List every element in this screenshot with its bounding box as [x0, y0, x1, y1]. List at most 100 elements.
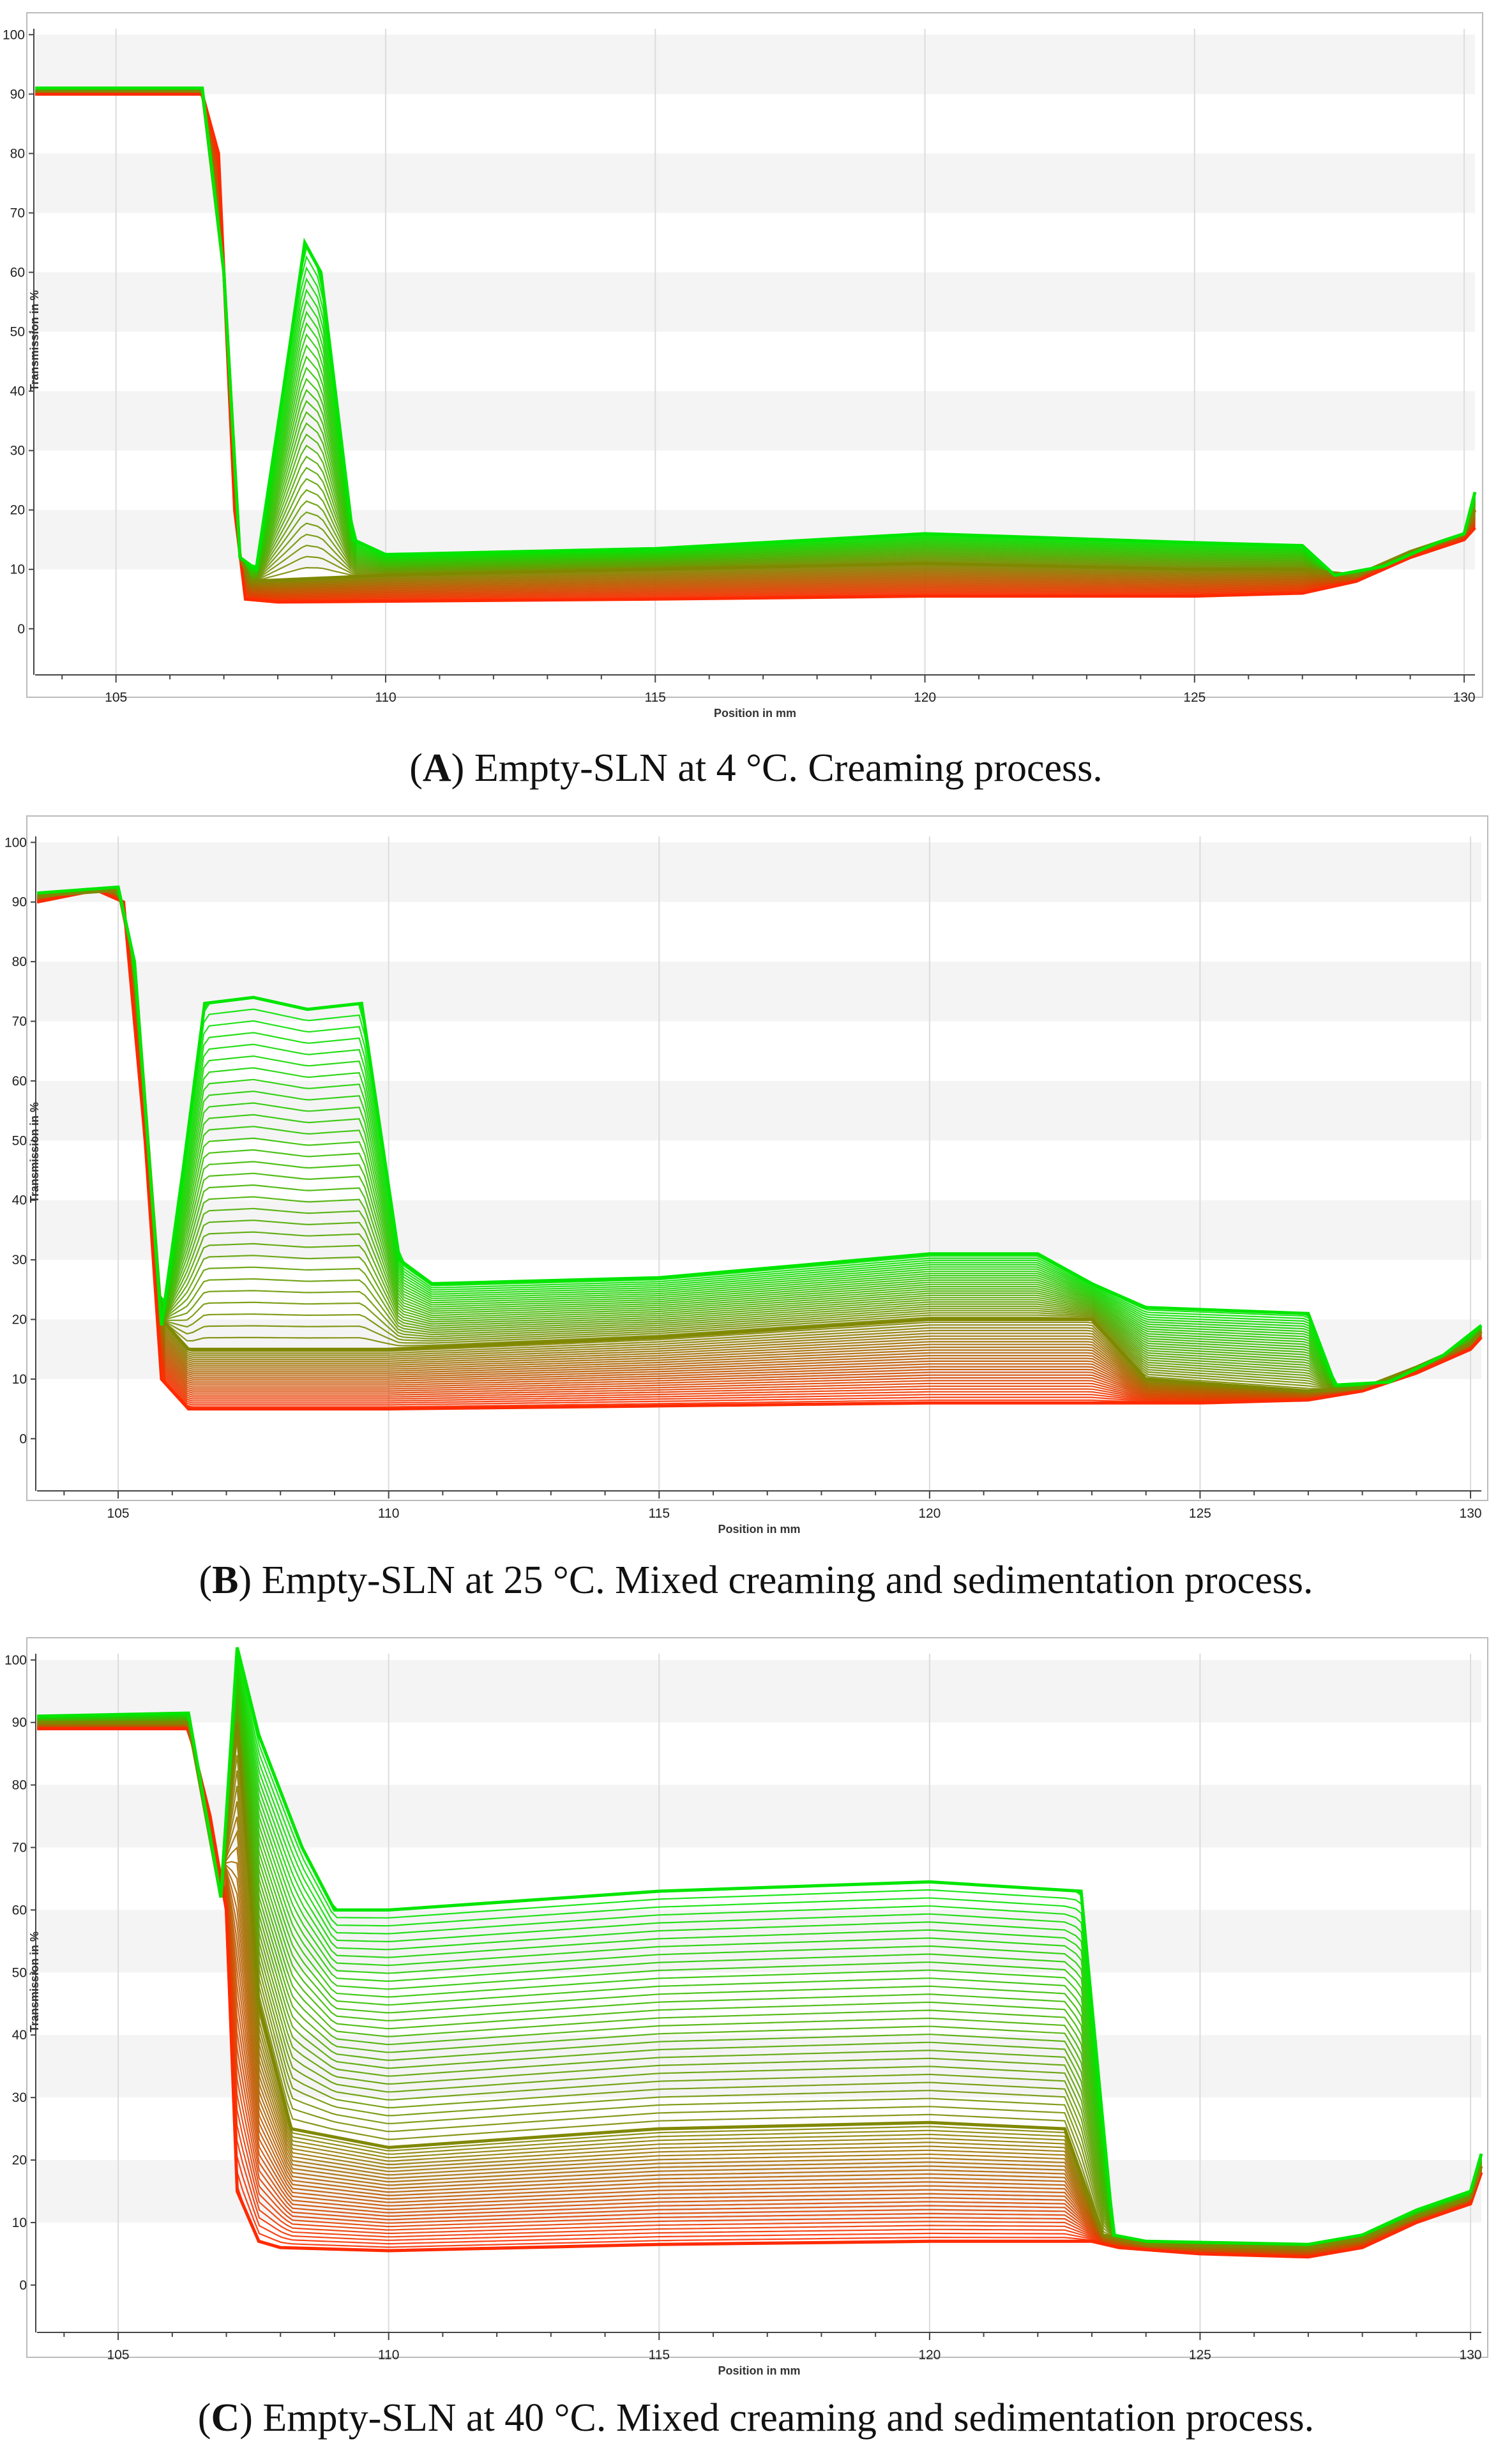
grid-band: [37, 1080, 1481, 1141]
series-line: [35, 92, 1476, 604]
profile-line: [35, 89, 1476, 577]
chart-c: 0 10 20 30 40 50 60 70 80 90 100 105 110 115 120 125 130…: [4, 1637, 1488, 2377]
profile-line: [35, 89, 1476, 576]
profile-line: [37, 889, 1482, 1391]
series-line: [37, 1721, 1483, 2249]
profile-line: [37, 889, 1482, 1390]
caption-c-letter: C: [211, 2396, 240, 2440]
profile-line: [37, 888, 1482, 1387]
x-tick-label: 110: [378, 1506, 399, 1521]
y-axis-title: Transmission in %: [28, 1102, 41, 1203]
profile-line: [35, 91, 1476, 584]
grid-band: [35, 272, 1475, 332]
caption-b-text: Empty-SLN at 25 °C. Mixed creaming and s…: [261, 1559, 1313, 1602]
profile-line: [35, 87, 1476, 576]
profile-line: [35, 90, 1476, 581]
profile-line: [37, 889, 1482, 1389]
profile-line: [37, 888, 1482, 1389]
caption-b: (B) Empty-SLN at 25 °C. Mixed creaming a…: [199, 1559, 1313, 1602]
y-tick-label: 100: [4, 1653, 27, 1668]
x-tick-label: 110: [375, 690, 396, 705]
y-tick-label: 70: [10, 206, 25, 220]
x-tick-label: 125: [1183, 690, 1206, 705]
profile-line: [35, 88, 1476, 575]
profile-line: [37, 888, 1482, 1388]
profile-curves: [37, 885, 1483, 1411]
y-tick-label: 70: [12, 1841, 27, 1855]
profile-line: [35, 89, 1476, 579]
chart-a: 0 10 20 30 40 50 60 70 80 90 100 105 110 115 120 125 130…: [3, 12, 1483, 720]
y-tick-label: 50: [12, 1133, 27, 1148]
x-axis-title: Position in mm: [718, 1523, 800, 1536]
x-tick-label: 125: [1189, 1506, 1211, 1521]
y-tick-label: 60: [10, 265, 25, 280]
profile-line: [35, 91, 1476, 588]
profile-line: [37, 889, 1482, 1390]
y-tick-label: 50: [12, 1965, 27, 1980]
profile-line: [35, 88, 1476, 575]
chart-panel-a: 0 10 20 30 40 50 60 70 80 90 100 105 110 115 120 125 130…: [0, 0, 1512, 798]
y-tick-label: 40: [12, 1193, 27, 1208]
profile-line: [35, 91, 1476, 587]
profile-line: [35, 91, 1476, 587]
y-tick-label: 30: [12, 2090, 27, 2105]
profile-line: [35, 93, 1476, 600]
gridlines: [35, 29, 1475, 675]
profile-line: [37, 889, 1482, 1390]
y-tick-label: 50: [10, 325, 25, 340]
y-tick-label: 80: [10, 146, 25, 161]
profile-line: [37, 888, 1482, 1389]
caption-a-letter: A: [422, 746, 451, 790]
profile-line: [35, 87, 1476, 576]
y-tick-label: 90: [12, 895, 27, 910]
profile-line: [35, 87, 1476, 576]
profile-line: [35, 88, 1476, 575]
profile-line: [37, 887, 1482, 1387]
caption-a: (A) Empty-SLN at 4 °C. Creaming process.: [409, 746, 1103, 790]
y-tick-label: 20: [10, 503, 25, 518]
profile-line: [37, 888, 1482, 1388]
y-tick-label: 0: [19, 1431, 27, 1446]
profile-line: [35, 88, 1476, 575]
profile-line: [35, 89, 1476, 575]
profile-line: [35, 92, 1476, 596]
profile-line: [35, 89, 1476, 578]
profile-line: [35, 87, 1476, 576]
profile-line: [35, 92, 1476, 595]
y-tick-label: 0: [19, 2278, 27, 2293]
profile-curves: [35, 86, 1477, 604]
profile-line: [35, 88, 1476, 576]
profile-line: [37, 887, 1482, 1387]
profile-line: [37, 888, 1482, 1388]
profile-line: [35, 89, 1476, 577]
profile-line: [37, 887, 1482, 1386]
x-tick-label: 115: [645, 690, 666, 705]
y-tick-label: 30: [12, 1253, 27, 1267]
x-tick-label: 105: [107, 2348, 130, 2362]
y-tick-label: 40: [10, 384, 25, 399]
profile-line: [35, 89, 1476, 578]
x-tick-label: 120: [918, 2348, 941, 2362]
grid-band: [35, 34, 1475, 94]
grid-band: [37, 1659, 1481, 1723]
profile-line: [35, 93, 1476, 598]
profile-line: [37, 888, 1482, 1388]
y-axis-title: Transmission in %: [28, 290, 41, 391]
caption-b-letter: B: [212, 1559, 239, 1602]
y-tick-label: 80: [12, 955, 27, 969]
y-tick-label: 90: [12, 1716, 27, 1730]
x-tick-label: 130: [1460, 2348, 1482, 2362]
profile-line: [37, 888, 1482, 1387]
x-axis-title: Position in mm: [718, 2364, 800, 2377]
x-tick-label: 105: [107, 1506, 130, 1521]
x-tick-label: 130: [1453, 690, 1476, 705]
grid-band: [35, 153, 1475, 213]
profile-line: [37, 888, 1482, 1387]
profile-line: [35, 93, 1476, 599]
profile-line: [37, 888, 1482, 1389]
grid-band: [37, 842, 1481, 902]
y-tick-label: 30: [10, 444, 25, 458]
profile-line: [35, 91, 1476, 585]
x-tick-label: 120: [918, 1506, 941, 1521]
x-axis-title: Position in mm: [714, 707, 796, 720]
